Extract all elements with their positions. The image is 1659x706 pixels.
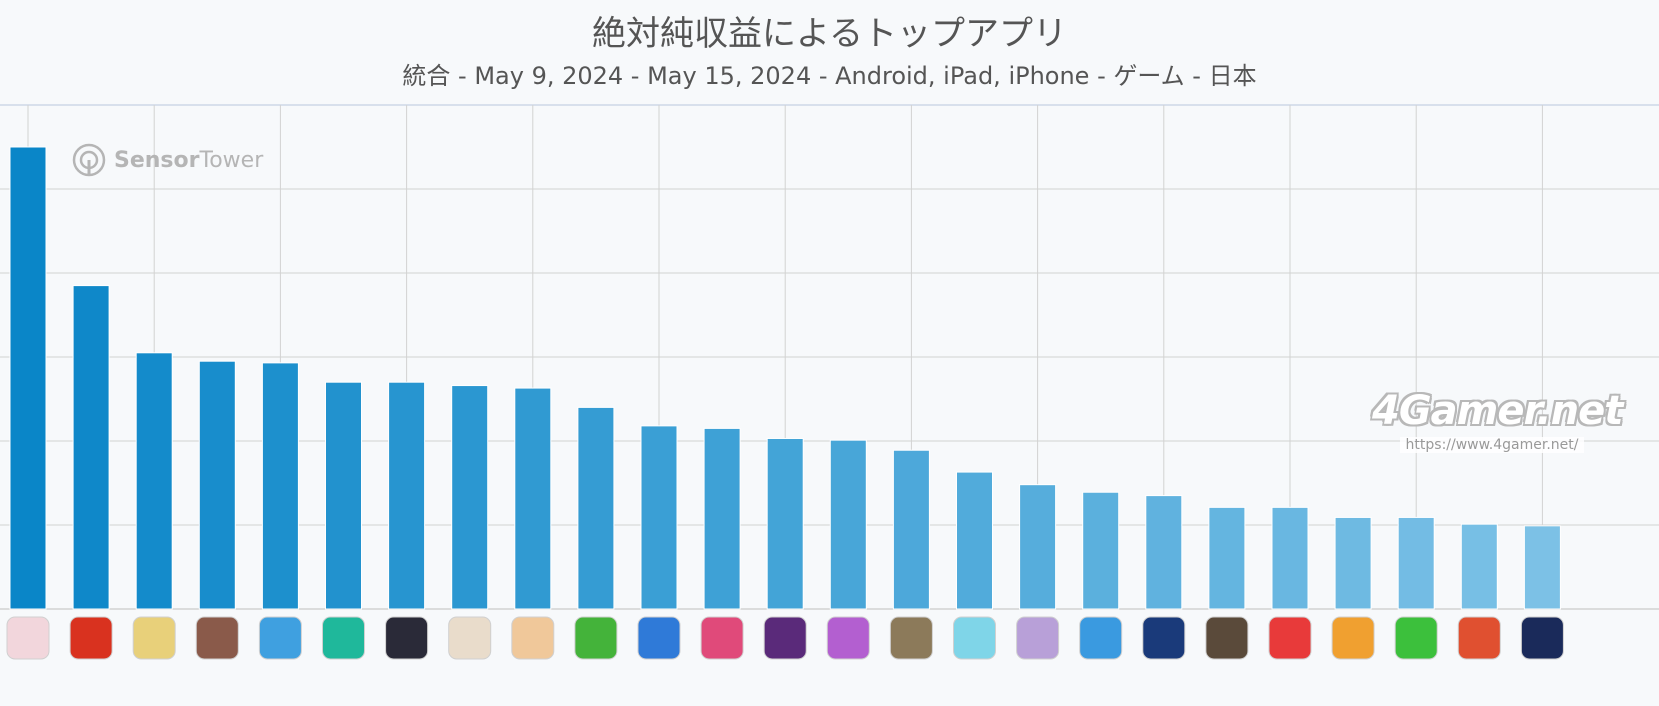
brand-part-1: Sensor	[114, 147, 200, 173]
goddess-of-victory-nikke-icon	[195, 616, 239, 660]
bar-17	[1019, 484, 1057, 610]
bar-10	[577, 406, 615, 610]
blue-orb-game-icon	[1142, 616, 1186, 660]
4gamer-watermark: 4Gamer.net https://www.4gamer.net/	[1372, 388, 1623, 453]
bar-24	[1460, 523, 1498, 610]
green-character-game-icon	[322, 616, 365, 660]
watermark-logo: 4Gamer.net	[1372, 388, 1623, 434]
yokai-watch-icon	[1268, 616, 1312, 660]
merge-numbers-game-icon	[1079, 616, 1123, 660]
fate-grand-order-icon	[132, 616, 176, 660]
project-sekai-icon	[953, 616, 996, 660]
anime-girl-game-icon	[1016, 616, 1060, 660]
bar-4	[198, 360, 236, 610]
bar-18	[1082, 491, 1120, 610]
bar-22	[1334, 516, 1372, 610]
royal-match-icon	[637, 616, 681, 660]
anime-music-game-icon	[700, 616, 744, 660]
dragon-ball-legends-icon	[1331, 616, 1375, 660]
bar-5	[261, 362, 299, 610]
arknights-icon	[1205, 616, 1249, 660]
bar-6	[325, 381, 362, 610]
bar-2	[72, 285, 110, 610]
uma-musume-icon	[826, 616, 870, 660]
bar-15	[892, 449, 930, 610]
line-pink-character-icon	[1394, 616, 1438, 660]
bar-13	[766, 437, 804, 610]
bar-9	[514, 387, 552, 610]
netmarble-anime-game-icon	[385, 616, 429, 660]
bar-8	[451, 385, 489, 610]
bar-25	[1523, 525, 1561, 610]
sensor-tower-icon	[72, 143, 106, 177]
monster-strike-icon	[69, 616, 113, 660]
puzzle-game-x2-icon	[258, 616, 302, 660]
bear-puzzle-game-icon	[1457, 616, 1501, 660]
bar-1	[9, 146, 47, 610]
app-icons	[6, 616, 1564, 660]
bar-7	[388, 381, 426, 610]
bar-12	[703, 427, 741, 610]
honkai-star-rail-icon	[6, 616, 50, 660]
bar-14	[829, 439, 867, 610]
bars	[9, 146, 1561, 610]
yu-gi-oh-duel-links-icon	[1520, 616, 1564, 660]
bar-11	[640, 425, 678, 610]
genshin-impact-icon	[448, 616, 492, 660]
bar-16	[956, 471, 993, 610]
bar-20	[1208, 506, 1246, 610]
legend-of-mushroom-icon	[574, 616, 618, 660]
cooking-anime-game-icon	[511, 616, 555, 660]
bar-19	[1145, 495, 1183, 610]
sensor-tower-logo: SensorTower	[72, 142, 263, 178]
chart-subtitle: 統合 - May 9, 2024 - May 15, 2024 - Androi…	[402, 62, 1257, 90]
brand-part-2: Tower	[199, 147, 264, 173]
bar-21	[1271, 506, 1309, 610]
watermark-url: https://www.4gamer.net/	[1399, 437, 1585, 453]
chart-title: 絶対純収益によるトップアプリ	[592, 14, 1067, 54]
basketball-anime-game-icon	[763, 616, 807, 660]
bar-3	[135, 352, 173, 610]
bar-23	[1397, 516, 1435, 610]
pubg-mobile-icon	[889, 616, 933, 660]
